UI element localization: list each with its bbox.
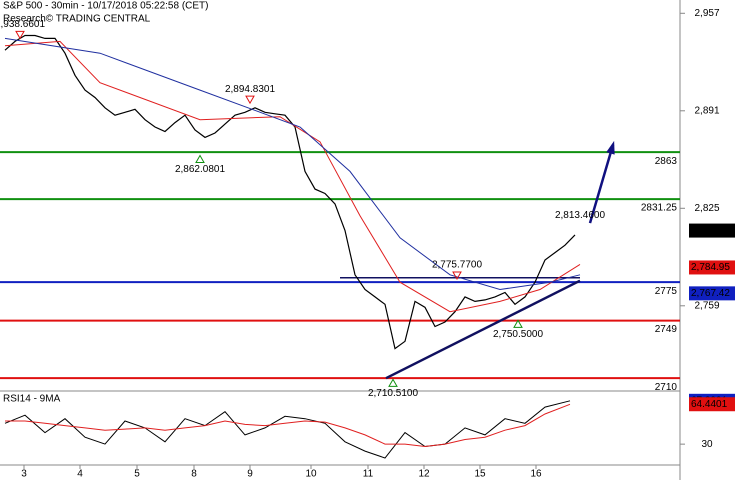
- y-tick-label: 2,957: [694, 8, 719, 19]
- x-tick-label: 15: [474, 469, 486, 480]
- annotation-label: 2,710.5100: [368, 388, 418, 399]
- marker-down: [452, 271, 462, 281]
- annotation-label: 2,894.8301: [225, 84, 275, 95]
- marker-up: [513, 319, 523, 328]
- trend-line: [385, 279, 581, 380]
- value-box: [689, 223, 735, 238]
- annotation-label: 2,775.7700: [432, 260, 482, 271]
- annotation-label: 2,813.4600: [555, 210, 605, 221]
- level-label: 2831.25: [641, 203, 678, 214]
- x-tick-label: 11: [363, 469, 374, 480]
- value-box: [689, 286, 735, 301]
- marker-up: [388, 378, 398, 387]
- x-tick-label: 5: [134, 469, 140, 480]
- series-line: [5, 403, 571, 448]
- x-tick-label: 9: [247, 469, 253, 480]
- value-box-label: 2,767.42: [691, 288, 730, 299]
- value-box: [689, 260, 735, 275]
- series-line: [4, 34, 576, 350]
- series-line: [4, 37, 581, 291]
- x-tick-label: 10: [305, 469, 317, 480]
- y-tick-label: 2,891: [694, 105, 719, 116]
- level-label: 2863: [655, 156, 678, 167]
- value-box-label: 64.4401: [691, 399, 728, 410]
- annotation-label: 2,862.0801: [175, 164, 225, 175]
- marker-down: [15, 30, 25, 40]
- y-tick-label: 2,825: [694, 203, 719, 214]
- y-tick-label: 2,759: [694, 300, 719, 311]
- chart-title: S&P 500 - 30min - 10/17/2018 05:22:58 (C…: [3, 1, 209, 12]
- x-tick-label: 8: [191, 469, 197, 480]
- annotation-label: 2,938.6601: [0, 19, 45, 30]
- x-tick-label: 4: [77, 469, 83, 480]
- x-tick-label: 12: [418, 469, 430, 480]
- y-tick-label: 30: [701, 439, 713, 450]
- source: Research© TRADING CENTRAL: [3, 14, 151, 25]
- x-tick-label: 3: [21, 469, 27, 480]
- series-line: [4, 400, 571, 459]
- value-box: [689, 397, 735, 412]
- level-label: 2749: [655, 324, 678, 335]
- marker-up: [195, 154, 205, 164]
- level-label: 2710: [655, 382, 678, 393]
- value-box-label: 2,809.92: [691, 225, 730, 236]
- annotation-label: 2,750.5000: [493, 329, 543, 340]
- arrow-head: [606, 140, 615, 155]
- x-tick-label: 16: [530, 469, 542, 480]
- level-label: 2775: [655, 286, 678, 297]
- arrow-line: [588, 144, 615, 224]
- series-line: [4, 40, 581, 313]
- marker-down: [245, 95, 255, 105]
- value-box-label: 2,784.95: [691, 262, 730, 273]
- rsi-title: RSI14 - 9MA: [3, 394, 61, 405]
